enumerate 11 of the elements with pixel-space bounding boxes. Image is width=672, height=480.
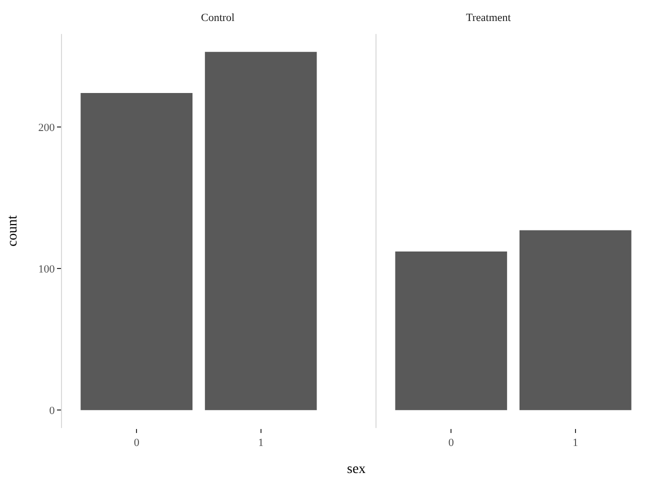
y-axis-title: count xyxy=(6,215,20,246)
x-tick-label: 1 xyxy=(258,437,264,450)
x-axis-title: sex xyxy=(347,462,366,477)
y-tick-label: 0 xyxy=(49,404,56,417)
x-tick-label: 0 xyxy=(448,437,454,450)
chart-title: Treatment xyxy=(466,12,511,24)
y-tick-label: 200 xyxy=(38,122,56,134)
x-tick-label: 1 xyxy=(572,437,578,450)
x-tick-label: 0 xyxy=(134,437,140,450)
y-tick-label: 100 xyxy=(38,263,56,276)
chart-title: Control xyxy=(201,12,235,24)
